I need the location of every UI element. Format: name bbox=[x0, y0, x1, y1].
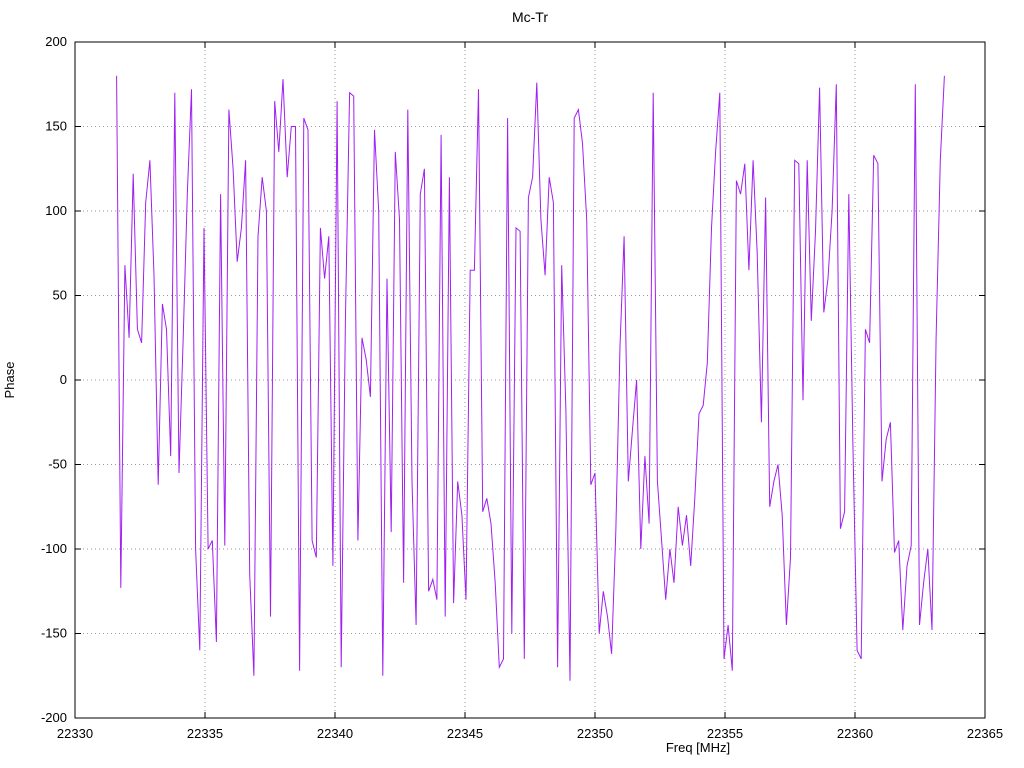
x-tick-label: 22335 bbox=[187, 726, 223, 741]
y-tick-label: -50 bbox=[48, 457, 67, 472]
x-tick-label: 22350 bbox=[577, 726, 613, 741]
chart-title: Mc-Tr bbox=[512, 9, 548, 25]
grid-lines bbox=[75, 42, 985, 718]
y-tick-label: 100 bbox=[45, 203, 67, 218]
y-tick-label: -200 bbox=[41, 710, 67, 725]
x-tick-label: 22330 bbox=[57, 726, 93, 741]
y-tick-label: 50 bbox=[53, 288, 67, 303]
axis-tick-labels: 22330 22335 22340 22345 22350 22355 22360 22365… bbox=[41, 34, 1003, 741]
y-tick-label: 150 bbox=[45, 119, 67, 134]
x-tick-label: 22340 bbox=[317, 726, 353, 741]
x-axis-label: Freq [MHz] bbox=[666, 740, 730, 755]
y-axis-label: Phase bbox=[2, 362, 17, 399]
y-tick-label: -100 bbox=[41, 541, 67, 556]
x-tick-label: 22355 bbox=[707, 726, 743, 741]
x-tick-label: 22360 bbox=[837, 726, 873, 741]
x-tick-label: 22345 bbox=[447, 726, 483, 741]
y-tick-label: 200 bbox=[45, 34, 67, 49]
phase-data-line bbox=[116, 75, 945, 681]
x-tick-label: 22365 bbox=[967, 726, 1003, 741]
plot-border bbox=[74, 41, 986, 719]
y-tick-label: -150 bbox=[41, 626, 67, 641]
y-tick-label: 0 bbox=[60, 372, 67, 387]
